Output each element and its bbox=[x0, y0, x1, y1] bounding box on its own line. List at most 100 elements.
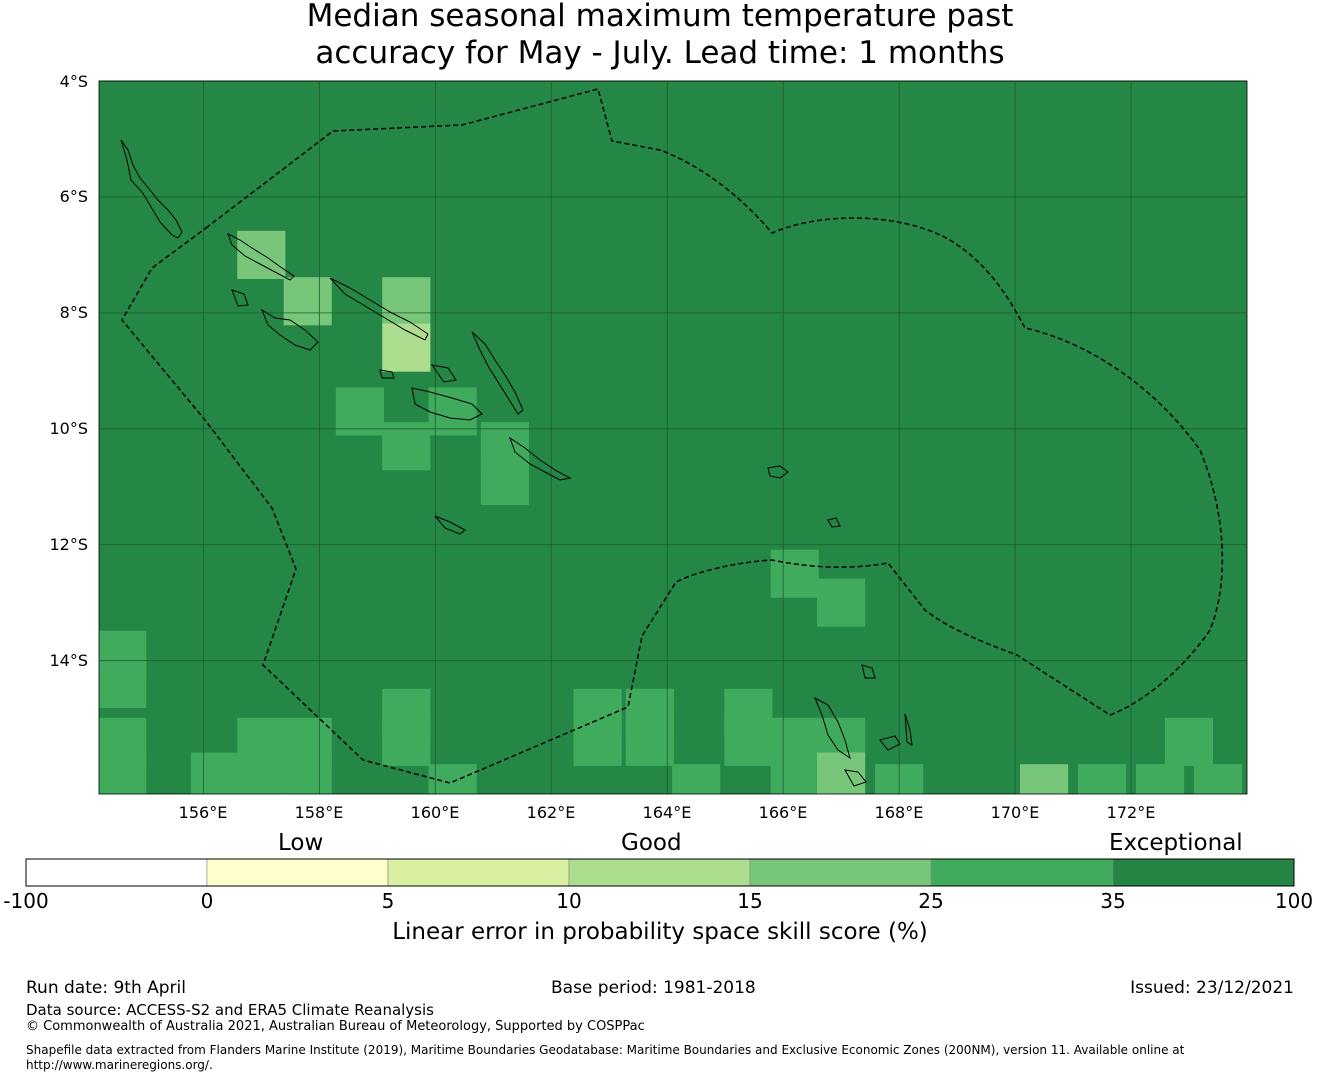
run-date: Run date: 9th April bbox=[26, 978, 186, 998]
colorbar-segment-3 bbox=[387, 858, 570, 887]
skill-cell bbox=[817, 752, 866, 794]
colorbar-tick: -100 bbox=[3, 889, 49, 913]
coastline-malakula bbox=[879, 735, 901, 751]
skill-cell bbox=[283, 752, 332, 794]
skill-cell bbox=[573, 717, 622, 766]
skill-cell bbox=[382, 422, 431, 471]
map-title-line-2: accuracy for May - July. Lead time: 1 mo… bbox=[315, 35, 1005, 71]
lat-tick-label: 14°S bbox=[49, 651, 88, 670]
colorbar-segment-1 bbox=[25, 858, 208, 887]
lon-tick-label: 156°E bbox=[178, 803, 228, 822]
colorbar bbox=[25, 858, 1295, 887]
skill-cell bbox=[770, 752, 819, 794]
colorbar-frame bbox=[25, 858, 1295, 887]
skill-cell bbox=[237, 752, 286, 794]
coastline-espiritu-santo bbox=[814, 696, 851, 760]
coastline-pentecost bbox=[904, 713, 913, 746]
coastline-choiseul bbox=[227, 232, 295, 281]
skill-cell bbox=[99, 752, 147, 794]
coastline-makira bbox=[509, 436, 572, 481]
colorbar-title: Linear error in probability space skill … bbox=[392, 919, 928, 945]
map-title: Median seasonal maximum temperature past… bbox=[0, 0, 1320, 72]
skill-cell bbox=[1193, 764, 1243, 794]
skill-cell bbox=[428, 764, 477, 794]
colorbar-tick: 5 bbox=[381, 889, 395, 913]
coastline-guadalcanal bbox=[411, 387, 483, 421]
skill-cell bbox=[1164, 717, 1214, 766]
lat-tick-label: 8°S bbox=[59, 303, 88, 322]
skill-cell bbox=[672, 764, 721, 794]
lon-tick-label: 158°E bbox=[294, 803, 344, 822]
lon-tick-label: 170°E bbox=[990, 803, 1040, 822]
colorbar-tick: 0 bbox=[200, 889, 214, 913]
skill-cell bbox=[237, 230, 286, 279]
colorbar-tick: 15 bbox=[737, 889, 763, 913]
skill-cell bbox=[382, 717, 431, 766]
shapefile-credit-line-2: http://www.marineregions.org/. bbox=[26, 1058, 213, 1072]
skill-cell bbox=[428, 387, 477, 436]
coastline-santa-cruz bbox=[767, 465, 789, 479]
skill-cell bbox=[99, 659, 147, 708]
coastline-islet-b bbox=[379, 369, 395, 379]
coastline-rennell bbox=[434, 515, 466, 535]
colorbar-tick: 100 bbox=[1274, 889, 1314, 913]
colorbar-segment-2 bbox=[206, 858, 389, 887]
map-frame bbox=[98, 80, 1248, 795]
legend-category-low: Low bbox=[278, 830, 324, 856]
base-period: Base period: 1981-2018 bbox=[551, 978, 756, 998]
skill-cell bbox=[283, 277, 332, 326]
skill-cell bbox=[1135, 764, 1185, 794]
colorbar-segment-6 bbox=[930, 858, 1114, 887]
graticule bbox=[99, 80, 1247, 794]
legend-category-good: Good bbox=[621, 830, 682, 856]
lat-tick-label: 10°S bbox=[49, 419, 88, 438]
coastline-efate bbox=[844, 769, 867, 787]
copyright-notice: © Commonwealth of Australia 2021, Austra… bbox=[26, 1019, 645, 1034]
coastline-bougainville bbox=[120, 139, 183, 239]
skill-cell bbox=[625, 717, 674, 766]
skill-cell bbox=[817, 578, 866, 627]
lon-tick-label: 172°E bbox=[1106, 803, 1156, 822]
lon-tick-label: 160°E bbox=[410, 803, 460, 822]
lon-tick-label: 164°E bbox=[642, 803, 692, 822]
colorbar-tick: 35 bbox=[1100, 889, 1126, 913]
skill-cell bbox=[480, 456, 529, 506]
coastline-santa-isabel bbox=[329, 277, 429, 341]
legend-category-exceptional: Exceptional bbox=[1109, 830, 1243, 856]
map-title-line-1: Median seasonal maximum temperature past bbox=[306, 0, 1014, 34]
lat-tick-label: 6°S bbox=[59, 187, 88, 206]
colorbar-segment-5 bbox=[749, 858, 932, 887]
eez-boundary bbox=[121, 88, 1224, 784]
lon-tick-label: 166°E bbox=[758, 803, 808, 822]
skill-cell bbox=[1020, 764, 1069, 794]
data-source: Data source: ACCESS-S2 and ERA5 Climate … bbox=[26, 1001, 434, 1019]
coastlines bbox=[120, 139, 913, 787]
colorbar-tick: 10 bbox=[556, 889, 582, 913]
skill-cells-layer bbox=[99, 230, 1243, 794]
skill-cell bbox=[1077, 764, 1127, 794]
skill-cell bbox=[724, 717, 773, 766]
map-area bbox=[98, 80, 1248, 795]
lat-tick-label: 4°S bbox=[59, 72, 88, 91]
skill-cell bbox=[190, 752, 240, 794]
colorbar-segment-4 bbox=[568, 858, 751, 887]
issued-date: Issued: 23/12/2021 bbox=[1130, 978, 1294, 998]
coastline-islet-e bbox=[827, 517, 841, 528]
coastline-new-georgia bbox=[260, 308, 319, 351]
lon-tick-label: 168°E bbox=[874, 803, 924, 822]
skill-cell bbox=[770, 549, 819, 598]
coastline-islet-d bbox=[861, 664, 876, 679]
coastline-islet-c bbox=[430, 364, 457, 383]
colorbar-tick: 25 bbox=[918, 889, 944, 913]
skill-cell bbox=[382, 277, 431, 326]
skill-cell bbox=[335, 387, 384, 436]
coastline-malaita bbox=[471, 331, 524, 415]
map-background bbox=[99, 81, 1247, 794]
skill-cell bbox=[382, 323, 431, 372]
coastline-islet-a bbox=[231, 289, 249, 307]
shapefile-credit-line-1: Shapefile data extracted from Flanders M… bbox=[26, 1043, 1185, 1057]
colorbar-segment-7 bbox=[1112, 858, 1295, 887]
lon-tick-label: 162°E bbox=[526, 803, 576, 822]
lat-tick-label: 12°S bbox=[49, 535, 88, 554]
